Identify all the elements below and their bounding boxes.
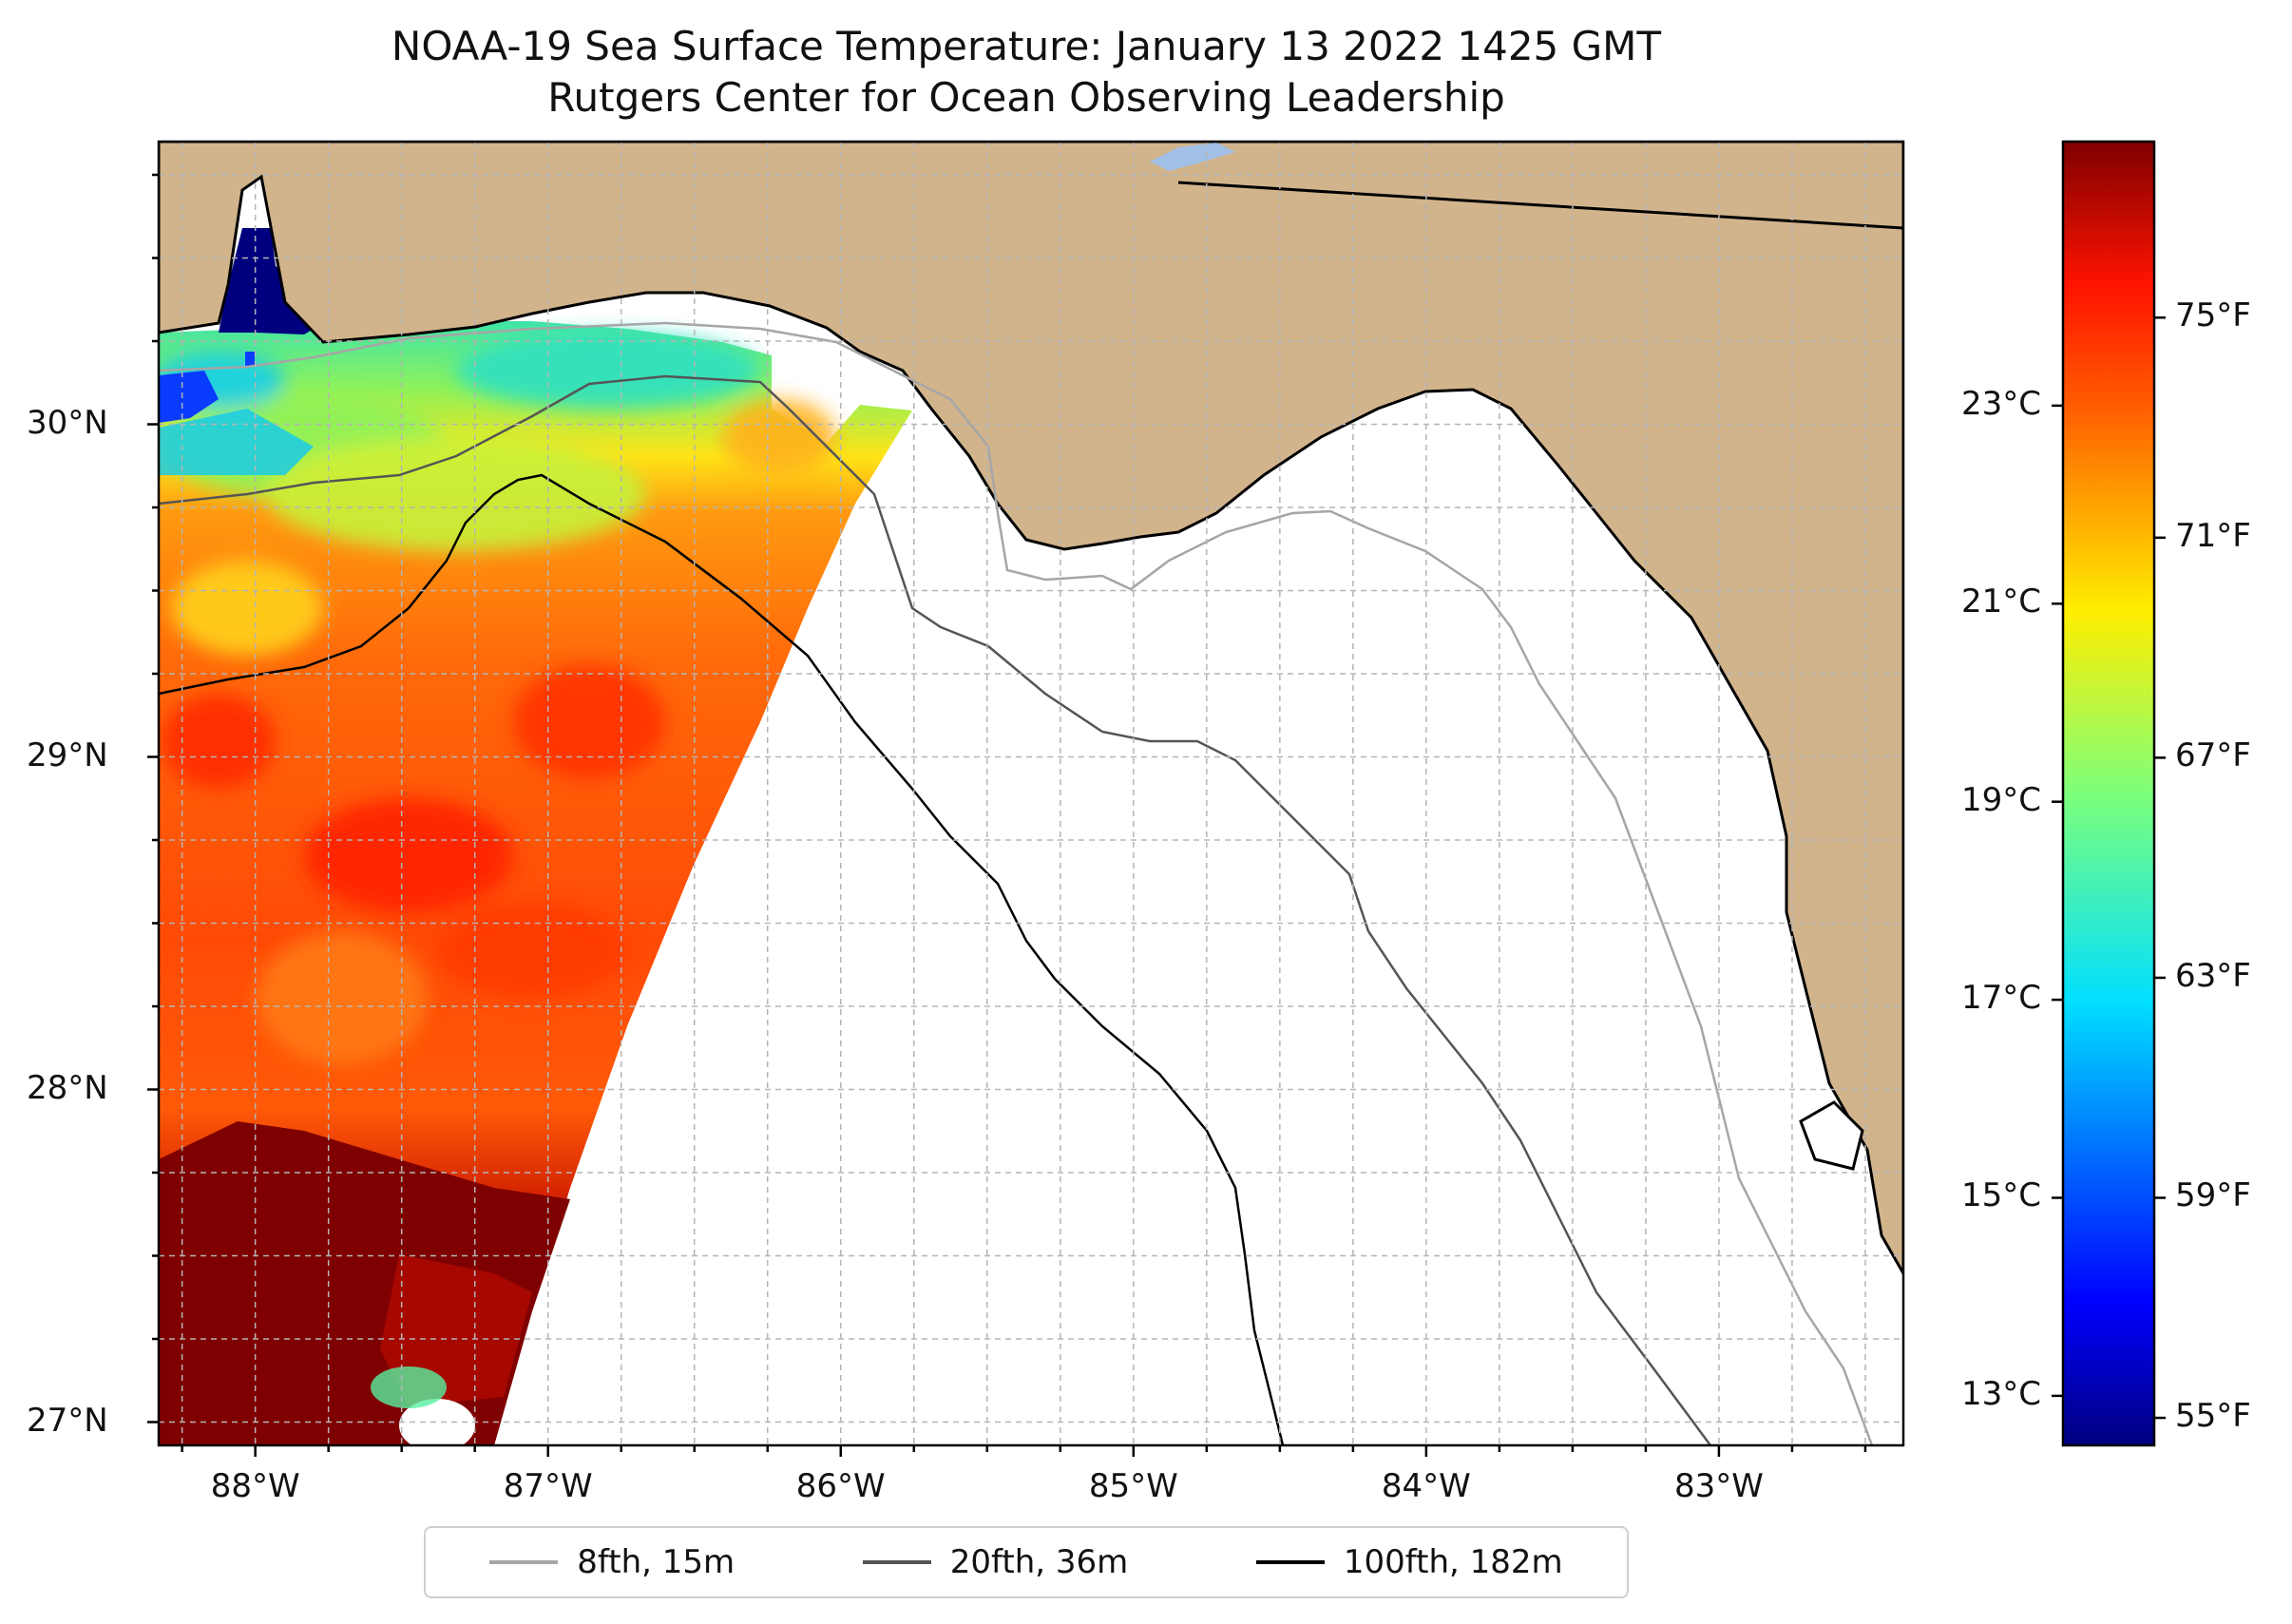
colorbar-f-label: 59°F: [2175, 1176, 2251, 1215]
colorbar-c-label: 19°C: [1960, 780, 2041, 819]
sst-swath: [159, 228, 912, 1445]
colorbar-f-label: 67°F: [2175, 736, 2251, 775]
colorbar-f-label: 63°F: [2175, 956, 2251, 995]
legend-item-20fth: 20fth, 36m: [862, 1543, 1129, 1581]
lake: [1150, 143, 1235, 171]
legend-label: 20fth, 36m: [949, 1543, 1129, 1581]
chart-subtitle: Rutgers Center for Ocean Observing Leade…: [547, 74, 1505, 121]
colorbar-c-label: 13°C: [1960, 1374, 2041, 1413]
legend: 8fth, 15m 20fth, 36m 100fth, 182m: [424, 1526, 1629, 1598]
lat-tick-label: 27°N: [27, 1401, 108, 1440]
legend-swatch: [1255, 1560, 1325, 1564]
legend-swatch: [489, 1560, 559, 1564]
gridlines: [159, 142, 1903, 1445]
land: [159, 142, 1903, 1277]
lon-tick-label: 86°W: [795, 1467, 886, 1505]
colorbar-f-label: 71°F: [2175, 516, 2251, 555]
lon-tick-label: 83°W: [1673, 1467, 1764, 1505]
map-ticks: [147, 173, 1867, 1457]
colorbar-ticks: [2052, 315, 2166, 1420]
colorbar: [2061, 140, 2156, 1447]
legend-item-100fth: 100fth, 182m: [1255, 1543, 1563, 1581]
colorbar-f-label: 55°F: [2175, 1397, 2251, 1436]
contour-20fth: [159, 374, 1712, 1445]
lat-tick-label: 28°N: [27, 1068, 108, 1107]
contour-100fth: [159, 473, 1285, 1445]
colorbar-f-label: 75°F: [2175, 296, 2251, 335]
depth-contours: [159, 321, 1874, 1445]
colorbar-c-label: 17°C: [1960, 979, 2041, 1018]
state-border: [1177, 181, 1903, 230]
lon-tick-label: 84°W: [1381, 1467, 1471, 1505]
colorbar-c-label: 21°C: [1960, 583, 2041, 621]
lon-tick-label: 88°W: [210, 1467, 300, 1505]
lat-tick-label: 29°N: [27, 736, 108, 774]
map-frame: [157, 140, 1905, 1447]
contour-8fth: [159, 321, 1874, 1445]
lon-tick-label: 87°W: [503, 1467, 593, 1505]
colorbar-c-label: 15°C: [1960, 1176, 2041, 1215]
lat-tick-label: 30°N: [27, 403, 108, 442]
chart-title: NOAA-19 Sea Surface Temperature: January…: [391, 23, 1662, 69]
lon-tick-label: 85°W: [1088, 1467, 1178, 1505]
colorbar-c-label: 23°C: [1960, 384, 2041, 423]
legend-label: 100fth, 182m: [1343, 1543, 1563, 1581]
legend-swatch: [862, 1560, 931, 1564]
legend-item-8fth: 8fth, 15m: [489, 1543, 735, 1581]
legend-label: 8fth, 15m: [577, 1543, 735, 1581]
